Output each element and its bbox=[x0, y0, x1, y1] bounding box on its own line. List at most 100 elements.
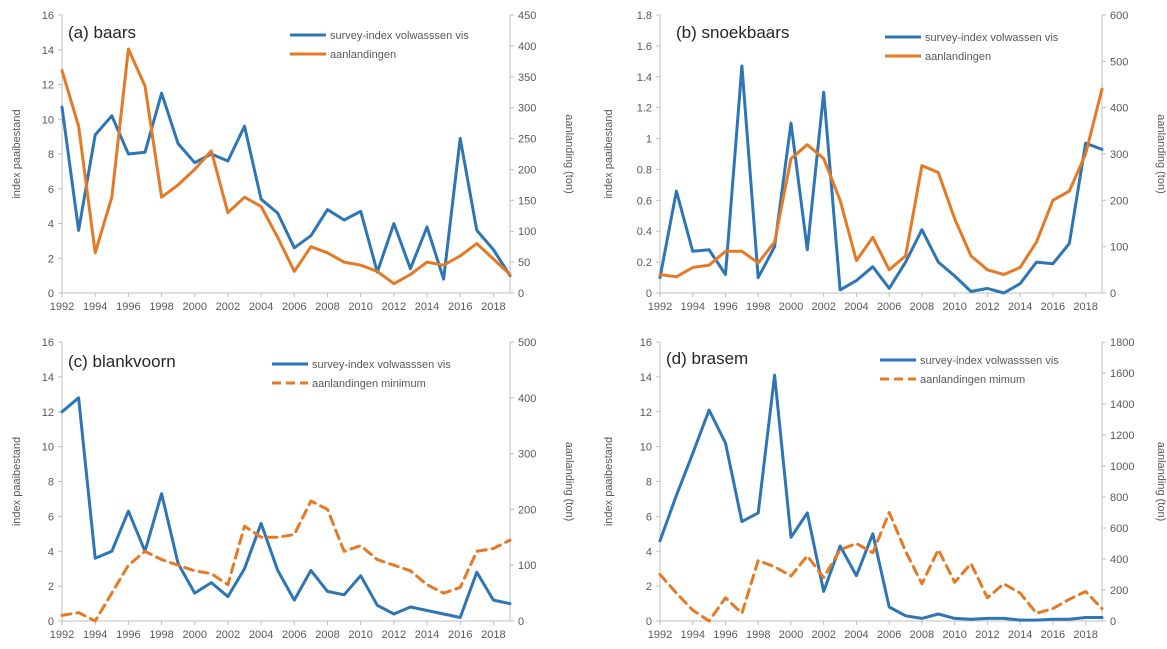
y2-tick-label: 100 bbox=[1110, 242, 1128, 254]
x-tick-label: 2012 bbox=[975, 629, 999, 641]
y-tick-label: 16 bbox=[42, 337, 54, 349]
series-line-2 bbox=[658, 87, 1104, 279]
x-tick-label: 2018 bbox=[1073, 301, 1097, 313]
x-tick-label: 1996 bbox=[116, 629, 140, 641]
x-tick-label: 2004 bbox=[249, 629, 273, 641]
x-tick-label: 2002 bbox=[811, 629, 835, 641]
y2-axis-label: aanlanding (ton) bbox=[563, 114, 575, 194]
y2-tick-label: 800 bbox=[1110, 492, 1128, 504]
y2-tick-label: 350 bbox=[518, 72, 536, 84]
x-tick-label: 1994 bbox=[680, 629, 704, 641]
x-tick-label: 1998 bbox=[149, 301, 173, 313]
y-tick-label: 14 bbox=[42, 45, 54, 57]
y-tick-label: 2 bbox=[646, 581, 652, 593]
y2-tick-label: 200 bbox=[518, 164, 536, 176]
y-tick-label: 0.2 bbox=[637, 257, 652, 269]
x-tick-label: 2014 bbox=[1008, 629, 1032, 641]
series-line-1 bbox=[658, 64, 1104, 295]
x-tick-label: 1994 bbox=[83, 629, 107, 641]
y-tick-label: 8 bbox=[48, 477, 54, 489]
x-tick-label: 1992 bbox=[648, 301, 672, 313]
y-axis-label: index paaibestand bbox=[603, 109, 615, 198]
panel-title: (b) snoekbaars bbox=[676, 23, 789, 42]
x-tick-label: 2000 bbox=[182, 629, 206, 641]
y-tick-label: 16 bbox=[640, 337, 652, 349]
y-tick-label: 0 bbox=[646, 616, 652, 628]
y-tick-label: 1.2 bbox=[637, 103, 652, 115]
series-line-1 bbox=[658, 373, 1104, 622]
x-tick-label: 2004 bbox=[844, 301, 868, 313]
y2-tick-label: 100 bbox=[518, 560, 536, 572]
y-tick-label: 4 bbox=[48, 219, 54, 231]
y2-tick-label: 150 bbox=[518, 195, 536, 207]
x-tick-label: 2010 bbox=[942, 629, 966, 641]
x-tick-label: 2008 bbox=[910, 301, 934, 313]
x-tick-label: 1994 bbox=[680, 301, 704, 313]
y2-tick-label: 200 bbox=[1110, 585, 1128, 597]
y-tick-label: 0 bbox=[48, 288, 54, 300]
y2-axis-label: aanlanding (ton) bbox=[1155, 442, 1167, 522]
y-tick-label: 0 bbox=[48, 616, 54, 628]
y-tick-label: 2 bbox=[48, 253, 54, 265]
legend-label: aanlandingen mimum bbox=[920, 374, 1025, 386]
x-tick-label: 1996 bbox=[116, 301, 140, 313]
y2-tick-label: 0 bbox=[1110, 288, 1116, 300]
x-tick-label: 2016 bbox=[448, 629, 472, 641]
y-tick-label: 4 bbox=[48, 546, 54, 558]
y2-tick-label: 600 bbox=[1110, 523, 1128, 535]
y-tick-label: 0 bbox=[646, 288, 652, 300]
x-tick-label: 2006 bbox=[877, 629, 901, 641]
x-tick-label: 2008 bbox=[315, 629, 339, 641]
series-line-1 bbox=[60, 396, 512, 619]
y2-tick-label: 400 bbox=[518, 393, 536, 405]
x-tick-label: 1992 bbox=[50, 629, 74, 641]
legend-label: aanlandingen minimum bbox=[312, 378, 426, 390]
y2-tick-label: 50 bbox=[518, 257, 530, 269]
chart-panel-1: 0 2 4 6 8 10 12 14 16 0 50 100 150 200 250 300 350 400 450… bbox=[11, 10, 575, 313]
y2-tick-label: 400 bbox=[518, 41, 536, 53]
legend-label: survey-index volwasssen vis bbox=[920, 355, 1059, 367]
y-tick-label: 14 bbox=[640, 372, 652, 384]
y2-tick-label: 500 bbox=[518, 337, 536, 349]
x-tick-label: 2012 bbox=[382, 629, 406, 641]
y2-tick-label: 400 bbox=[1110, 554, 1128, 566]
x-tick-label: 1994 bbox=[83, 301, 107, 313]
x-tick-label: 2014 bbox=[1008, 301, 1032, 313]
y-tick-label: 8 bbox=[646, 477, 652, 489]
y2-tick-label: 600 bbox=[1110, 10, 1128, 22]
y-tick-label: 0.4 bbox=[637, 226, 652, 238]
y2-tick-label: 0 bbox=[518, 616, 524, 628]
y-tick-label: 1.8 bbox=[637, 10, 652, 22]
x-tick-label: 2008 bbox=[910, 629, 934, 641]
x-tick-label: 2010 bbox=[348, 301, 372, 313]
y-tick-label: 1 bbox=[646, 134, 652, 146]
x-tick-label: 2012 bbox=[975, 301, 999, 313]
legend-label: aanlandingen bbox=[925, 51, 991, 63]
x-tick-label: 2002 bbox=[216, 301, 240, 313]
y-tick-label: 1.4 bbox=[637, 72, 652, 84]
y2-tick-label: 200 bbox=[518, 504, 536, 516]
x-tick-label: 2000 bbox=[779, 629, 803, 641]
y-tick-label: 0.8 bbox=[637, 164, 652, 176]
legend-label: survey-index volwassen vis bbox=[925, 32, 1059, 44]
panel-title: (d) brasem bbox=[666, 349, 748, 368]
x-tick-label: 2000 bbox=[779, 301, 803, 313]
y2-tick-label: 300 bbox=[518, 449, 536, 461]
series-line-2 bbox=[60, 47, 512, 286]
x-tick-label: 2010 bbox=[942, 301, 966, 313]
y-tick-label: 6 bbox=[48, 184, 54, 196]
x-tick-label: 1998 bbox=[149, 629, 173, 641]
x-tick-label: 1998 bbox=[746, 301, 770, 313]
y2-tick-label: 0 bbox=[1110, 616, 1116, 628]
legend-label: aanlandingen bbox=[330, 49, 396, 61]
x-tick-label: 1992 bbox=[50, 301, 74, 313]
y-tick-label: 10 bbox=[42, 442, 54, 454]
y2-tick-label: 1200 bbox=[1110, 430, 1134, 442]
y-tick-label: 16 bbox=[42, 10, 54, 22]
y-tick-label: 6 bbox=[48, 511, 54, 523]
y2-tick-label: 500 bbox=[1110, 56, 1128, 68]
y2-tick-label: 250 bbox=[518, 134, 536, 146]
x-tick-label: 2000 bbox=[182, 301, 206, 313]
x-tick-label: 2010 bbox=[348, 629, 372, 641]
y-tick-label: 10 bbox=[640, 442, 652, 454]
